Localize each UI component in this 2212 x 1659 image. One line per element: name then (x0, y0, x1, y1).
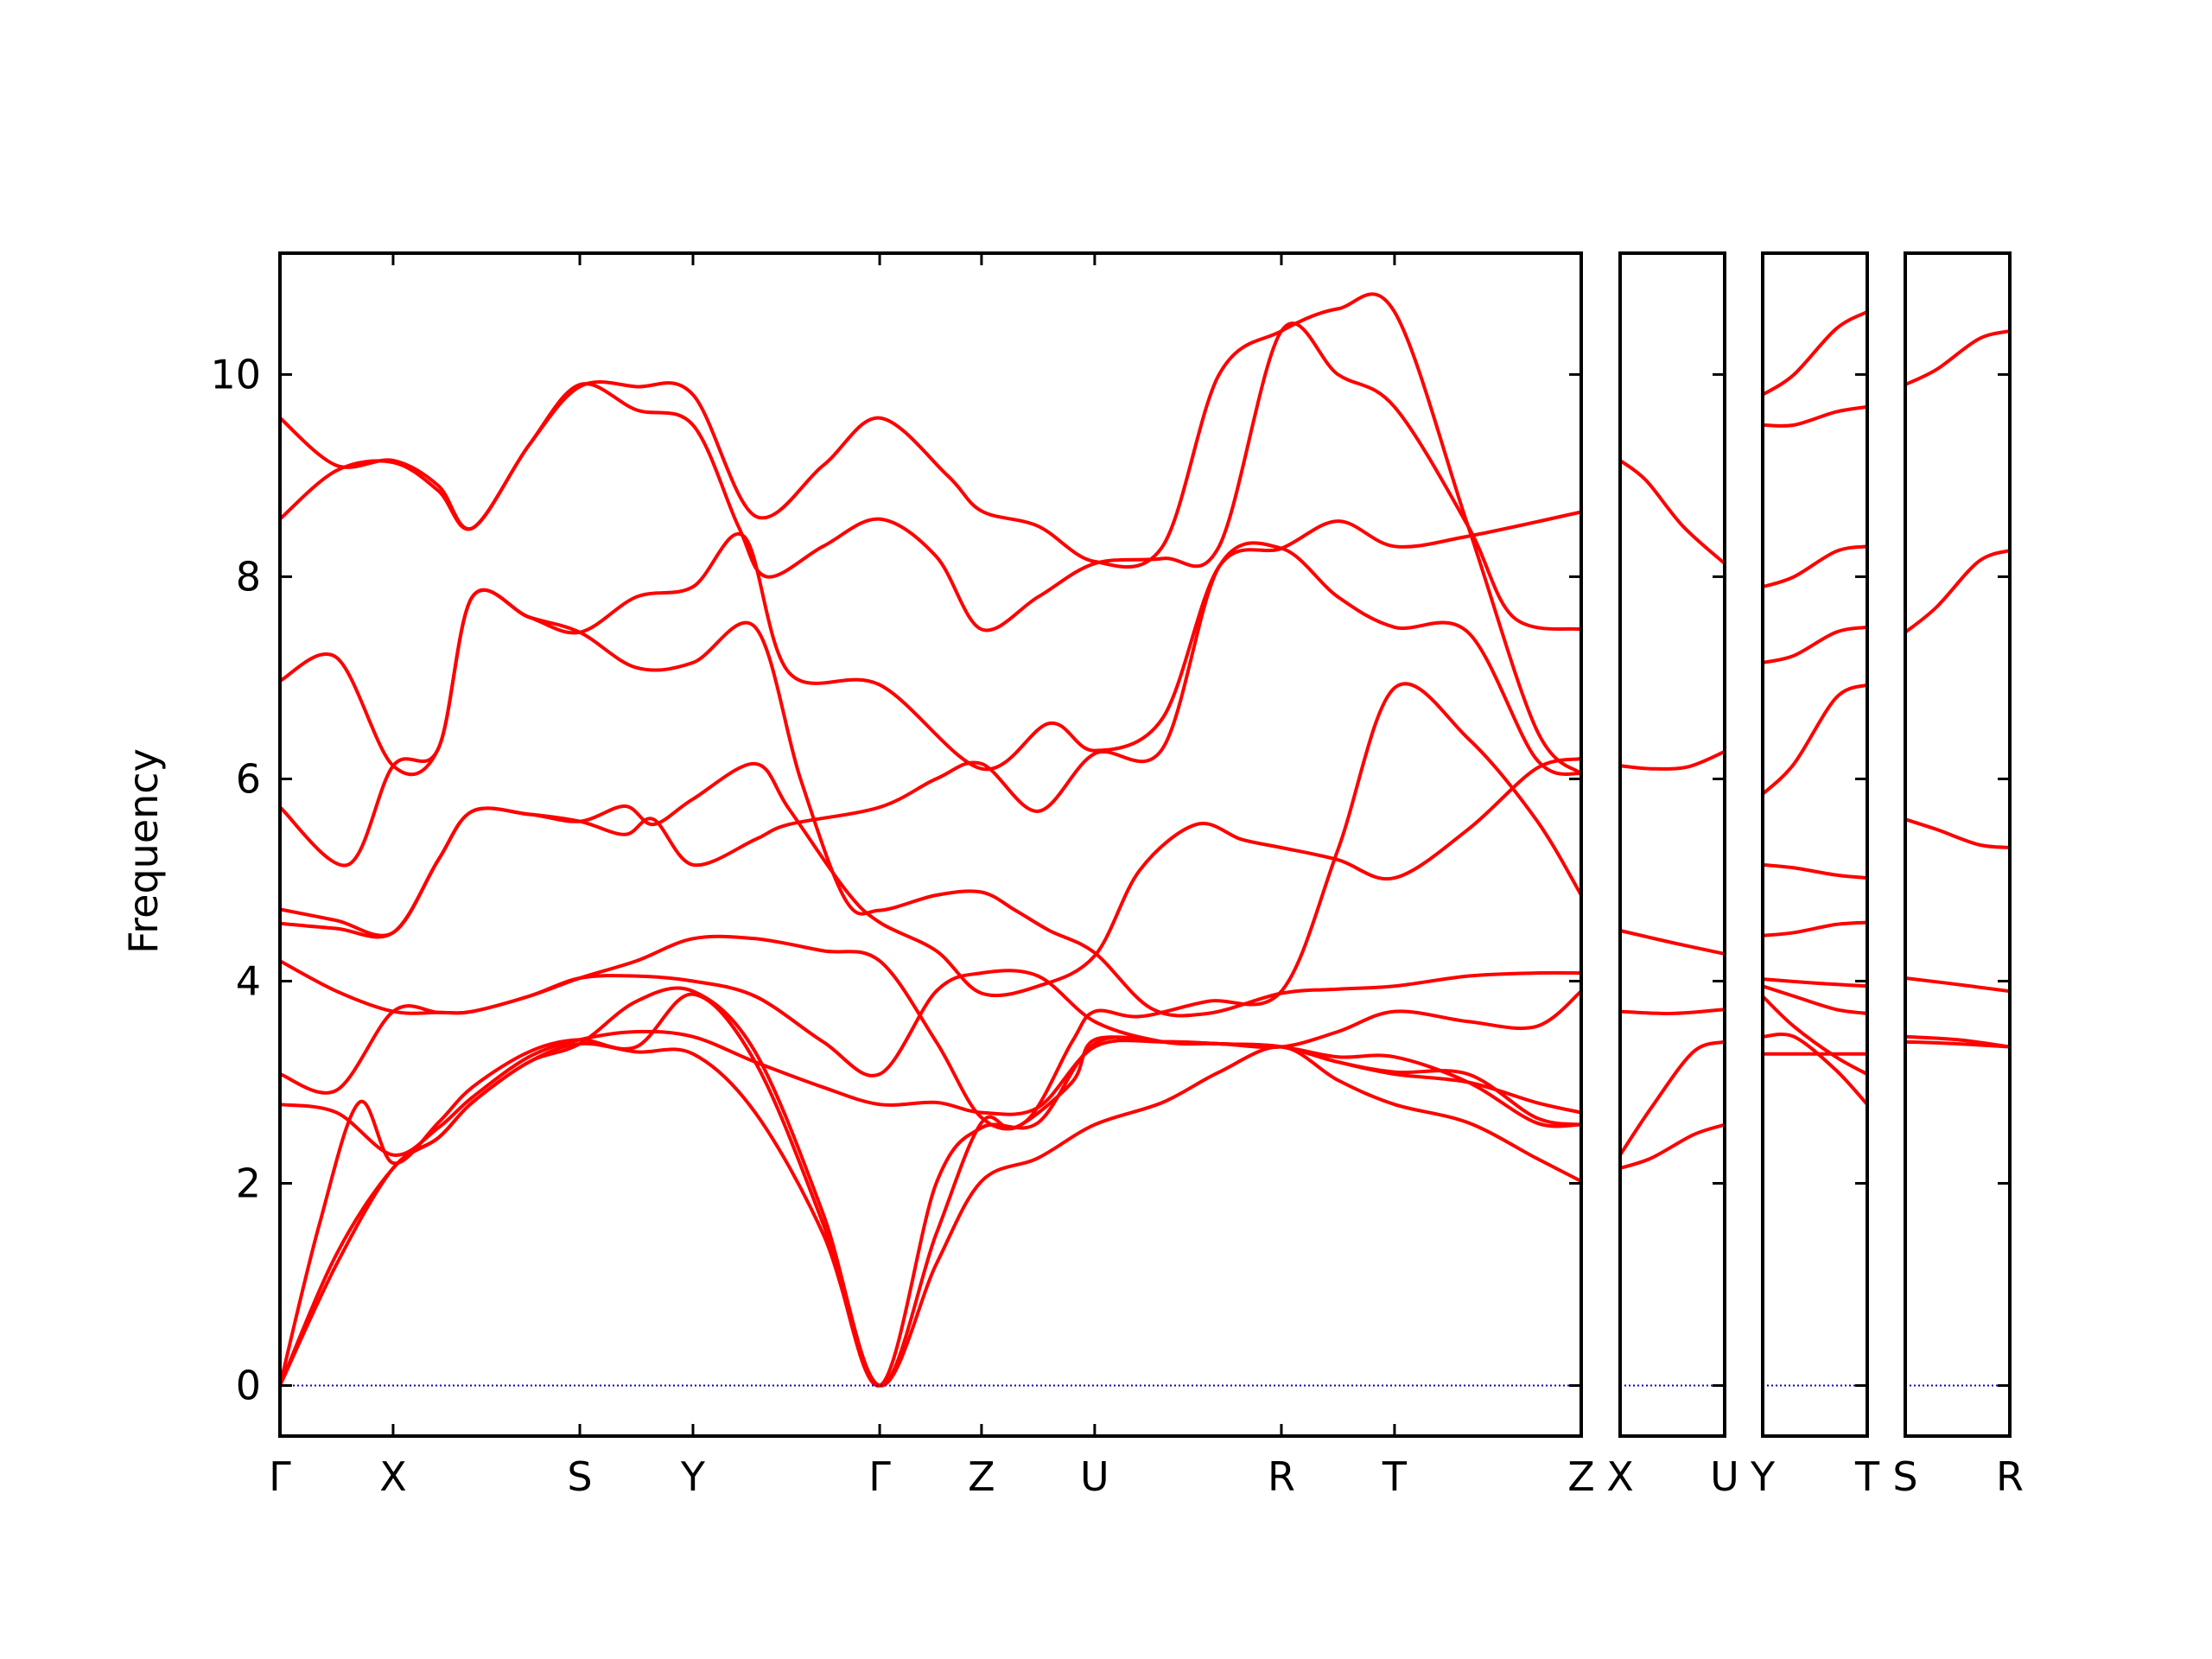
phonon-band-9 (278, 989, 1583, 1157)
phonon-band-6 (278, 541, 1583, 939)
x-tick-label: Y (1750, 1453, 1776, 1500)
phonon-band-6 (1618, 1122, 1726, 1170)
phonon-band-1 (1761, 309, 1869, 397)
phonon-band-7 (278, 682, 1583, 1131)
x-tick-label: Γ (868, 1453, 891, 1500)
phonon-band-8 (1761, 977, 1869, 988)
phonon-band-10 (278, 992, 1583, 1388)
x-tick-label: S (1892, 1453, 1917, 1500)
phonon-band-4 (1618, 1007, 1726, 1015)
y-axis-title: Frequency (120, 748, 167, 954)
phonon-band-11 (278, 986, 1583, 1388)
phonon-band-3 (1904, 817, 2012, 849)
panel-1: 0 2 4 6 8 10 Γ X S Y Γ Z U R T Z (210, 251, 1595, 1500)
x-tick-label: U (1080, 1453, 1109, 1500)
x-tick-label: T (1854, 1453, 1880, 1500)
phonon-band-11 (1761, 1032, 1869, 1107)
phonon-band-5 (1761, 683, 1869, 796)
x-tick-label: X (1606, 1453, 1634, 1500)
phonon-band-10 (1761, 995, 1869, 1077)
phonon-band-1 (1618, 458, 1726, 566)
phonon-band-5 (278, 757, 1583, 998)
y-tick-label: 8 (236, 553, 261, 600)
phonon-band-2 (1761, 404, 1869, 428)
panel-frame (1904, 251, 2012, 1438)
y-tick-label: 2 (236, 1160, 261, 1206)
y-tick-label: 10 (210, 351, 261, 397)
phonon-band-6 (1761, 862, 1869, 880)
phonon-band-2 (278, 321, 1583, 632)
y-tick-label: 0 (236, 1362, 261, 1408)
x-tick-label: R (1268, 1453, 1295, 1500)
phonon-band-2 (1618, 749, 1726, 771)
x-tick-label: Γ (269, 1453, 291, 1500)
phonon-band-7 (1761, 920, 1869, 938)
phonon-band-3 (1761, 544, 1869, 589)
phonon-band-4 (278, 588, 1583, 1018)
x-tick-label: Z (1567, 1453, 1595, 1500)
phonon-band-5 (1618, 1039, 1726, 1157)
x-tick-label: Z (968, 1453, 995, 1500)
phonon-band-3 (1618, 929, 1726, 956)
panel-frame (1618, 251, 1726, 1438)
panel-frame (1761, 251, 1869, 1438)
panel-frame (278, 251, 1583, 1438)
x-tick-label: S (567, 1453, 592, 1500)
x-tick-label: U (1710, 1453, 1739, 1500)
phonon-band-12 (278, 1041, 1583, 1388)
x-tick-label: R (1996, 1453, 2024, 1500)
phonon-band-4 (1904, 976, 2012, 994)
phonon-band-8 (278, 969, 1583, 1115)
phonon-band-2 (1904, 549, 2012, 634)
phonon-band-4 (1761, 625, 1869, 664)
phonon-band-1 (1904, 329, 2012, 387)
x-tick-label: X (379, 1453, 407, 1500)
y-tick-label: 6 (236, 755, 261, 802)
x-tick-label: T (1382, 1453, 1408, 1500)
phonon-band-9 (1761, 984, 1869, 1015)
phonon-band-6 (1904, 1039, 2012, 1049)
y-tick-label: 4 (236, 957, 261, 1004)
x-tick-label: Y (680, 1453, 706, 1500)
